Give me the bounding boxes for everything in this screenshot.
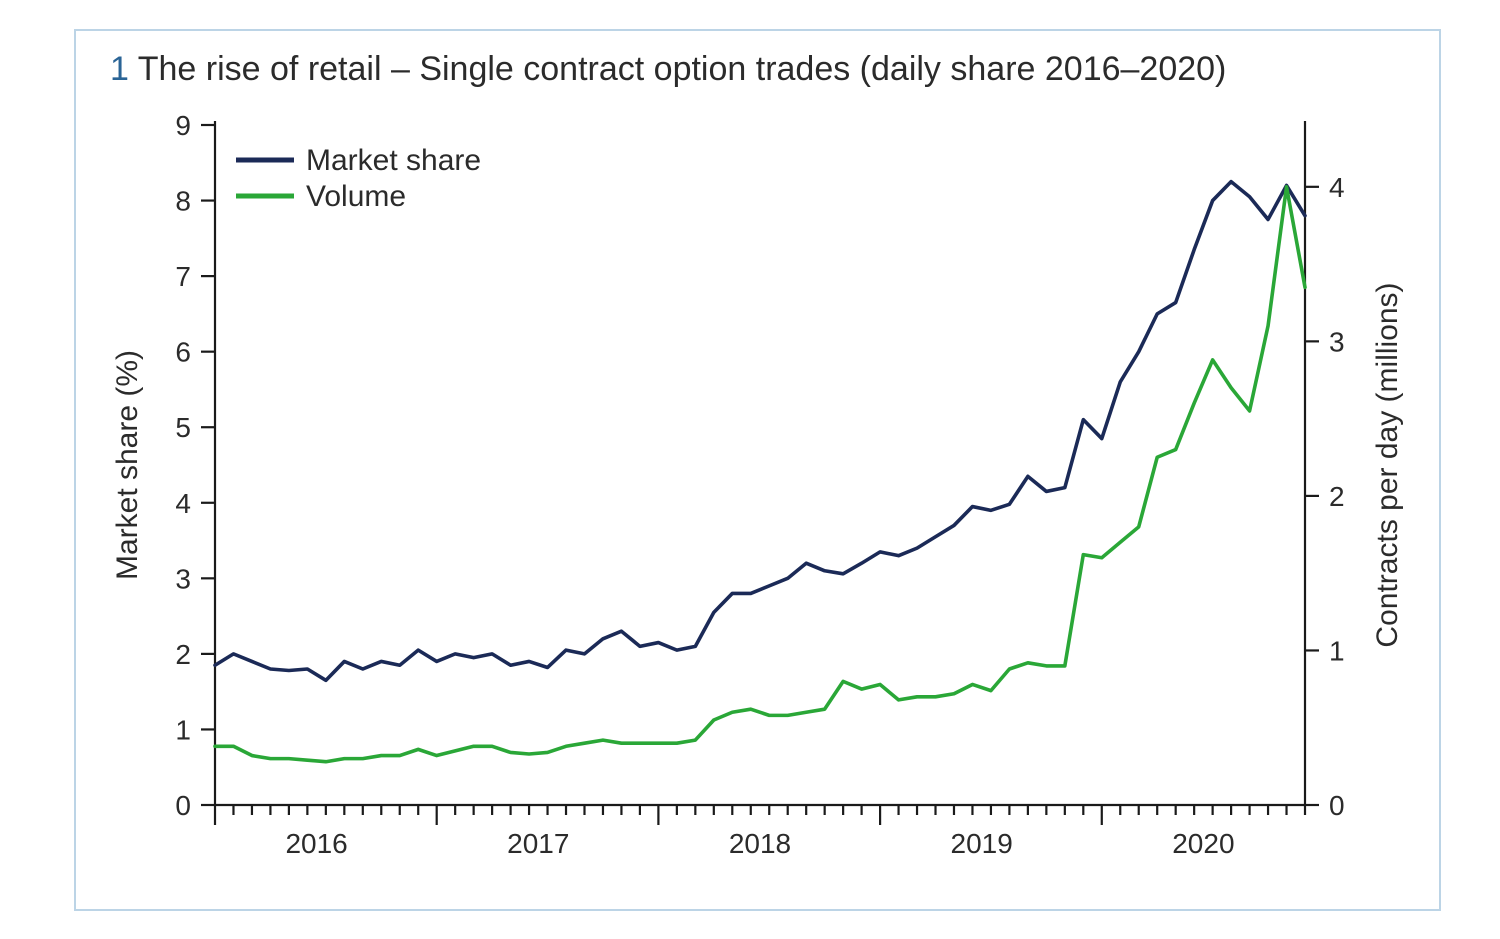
y-right-axis-label: Contracts per day (millions)	[1371, 282, 1404, 647]
y-right-tick-label: 2	[1329, 481, 1345, 512]
y-left-tick-label: 5	[175, 412, 191, 443]
y-left-tick-label: 1	[175, 714, 191, 745]
chart-svg: 1 The rise of retail – Single contract o…	[0, 0, 1500, 939]
y-right-tick-label: 1	[1329, 635, 1345, 666]
x-tick-label: 2016	[285, 828, 347, 859]
chart-title: 1 The rise of retail – Single contract o…	[110, 50, 1226, 88]
y-left-tick-label: 4	[175, 488, 191, 519]
chart-container: 1 The rise of retail – Single contract o…	[0, 0, 1500, 939]
y-left-tick-label: 0	[175, 790, 191, 821]
y-left-tick-label: 2	[175, 639, 191, 670]
svg-text:1 The rise of retail – Single: 1 The rise of retail – Single contract o…	[110, 50, 1226, 88]
legend-label: Market share	[306, 144, 481, 177]
y-left-axis-label: Market share (%)	[111, 350, 144, 580]
legend-label: Volume	[306, 180, 406, 213]
y-left-tick-label: 6	[175, 337, 191, 368]
y-right-tick-label: 3	[1329, 326, 1345, 357]
y-right-tick-label: 4	[1329, 172, 1345, 203]
y-left-tick-label: 9	[175, 110, 191, 141]
x-tick-label: 2017	[507, 828, 569, 859]
x-tick-label: 2018	[729, 828, 791, 859]
x-tick-label: 2020	[1172, 828, 1234, 859]
x-tick-label: 2019	[951, 828, 1013, 859]
y-left-tick-label: 7	[175, 261, 191, 292]
y-left-tick-label: 8	[175, 186, 191, 217]
y-left-tick-label: 3	[175, 563, 191, 594]
y-right-tick-label: 0	[1329, 790, 1345, 821]
